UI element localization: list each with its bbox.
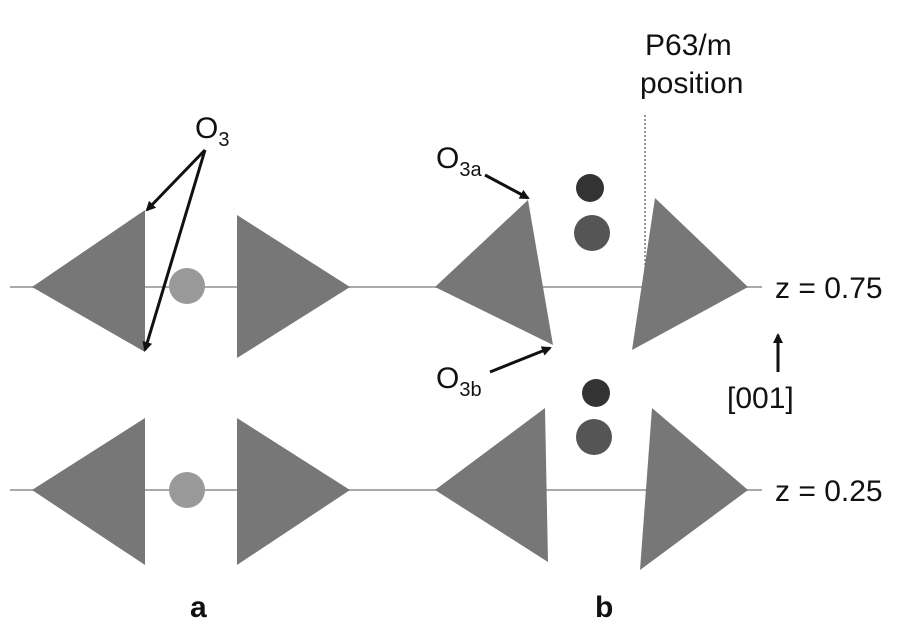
subscript: 3 xyxy=(218,129,229,151)
atom xyxy=(576,419,612,455)
z-label: z = 0.75 xyxy=(775,272,883,305)
main: O xyxy=(436,142,459,175)
main: O xyxy=(195,112,218,145)
panel-label: b xyxy=(595,591,613,624)
atom xyxy=(582,379,610,407)
atom xyxy=(574,215,610,251)
z-label: z = 0.25 xyxy=(775,475,883,508)
subscript: 3a xyxy=(459,159,482,181)
atom xyxy=(169,472,205,508)
main: O xyxy=(436,362,459,395)
subscript: 3b xyxy=(459,379,481,401)
symmetry-label: position xyxy=(640,67,743,100)
atom xyxy=(169,268,205,304)
direction-label: [001] xyxy=(727,382,794,415)
diagram: O3 O3a O3b P63/m position z = 0.75 z = 0… xyxy=(0,0,915,632)
atom xyxy=(576,174,604,202)
symmetry-label: P63/m xyxy=(645,29,732,62)
panel-label: a xyxy=(190,591,207,624)
